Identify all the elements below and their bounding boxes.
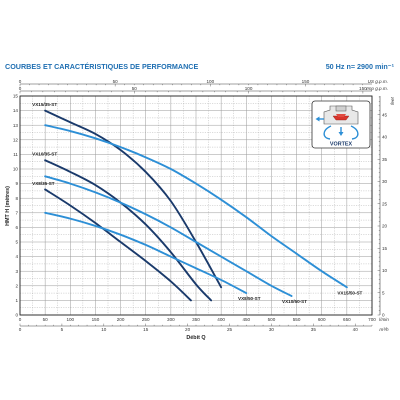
y-tick-label: 11 (13, 152, 18, 157)
y-axis-label: HMT H (mètres) (5, 186, 11, 226)
feet-tick-label: 30 (382, 179, 388, 184)
x-tick-label: 600 (318, 317, 326, 322)
x-tick-label: 150 (92, 317, 100, 322)
y-tick-label: 2 (15, 283, 18, 288)
x-tick-label: 300 (167, 317, 175, 322)
curve-label: VX10/50-ST (282, 299, 307, 304)
x-tick-label: 50 (43, 317, 49, 322)
y-tick-label: 5 (15, 240, 18, 245)
x-tick-label: 250 (142, 317, 150, 322)
y-tick-label: 6 (15, 225, 18, 230)
y-tick-label: 15 (13, 94, 19, 99)
curve-label: VX15/50-ST (337, 290, 362, 295)
y-tick-label: 4 (15, 254, 18, 259)
imp-gpm-unit-label: Imp g.p.m. (366, 86, 388, 91)
y-tick-label: 3 (15, 269, 18, 274)
us-gpm-unit-label: US g.p.m. (368, 79, 388, 84)
m3h-tick-label: 5 (61, 327, 64, 332)
us-gpm-tick-label: 50 (113, 79, 119, 84)
curve-vx8-35-st (44, 188, 192, 302)
imp-gpm-tick-label: 100 (245, 86, 253, 91)
y-tick-label: 9 (15, 181, 18, 186)
imp-gpm-tick-label: 50 (132, 86, 138, 91)
y-tick-label: 10 (13, 167, 19, 172)
y-tick-label: 8 (15, 196, 18, 201)
y-tick-label: 7 (15, 210, 18, 215)
feet-tick-label: 15 (382, 246, 388, 251)
m3h-tick-label: 35 (311, 327, 317, 332)
vortex-impeller-icon (315, 105, 359, 140)
y-tick-label: 0 (15, 313, 18, 318)
feet-unit-label: feet (390, 96, 395, 104)
x-tick-label: 550 (293, 317, 301, 322)
x-unit-label: l/min (379, 317, 389, 322)
feet-tick-label: 10 (382, 268, 388, 273)
x-tick-label: 500 (268, 317, 276, 322)
y-tick-label: 14 (13, 108, 19, 113)
m3h-unit-label: m³/h (379, 327, 389, 332)
curve-label: VX10/35-ST (32, 152, 57, 157)
frequency-speed-label: 50 Hz n= 2900 min⁻¹ (325, 62, 394, 71)
pump-inset: VORTEX (311, 100, 371, 149)
feet-tick-label: 25 (382, 201, 388, 206)
feet-tick-label: 5 (382, 290, 385, 295)
feet-tick-label: 45 (382, 112, 388, 117)
curve-vx10-50-st (44, 175, 293, 297)
right-head-axis: 0 5 10 15 20 25 30 35 40 45 feet (377, 96, 395, 318)
feet-tick-label: 20 (382, 224, 388, 229)
x-tick-label: 200 (117, 317, 125, 322)
m3h-tick-label: 30 (269, 327, 275, 332)
curve-vx15-50-st (44, 124, 348, 289)
x-axis-label: Débit Q (186, 335, 205, 341)
curve-label: VX8/35-ST (32, 181, 55, 186)
feet-tick-label: 40 (382, 135, 388, 140)
feet-tick-label: 35 (382, 157, 388, 162)
y-tick-label: 12 (13, 137, 19, 142)
curve-label: VX15/35-ST (32, 102, 57, 107)
feet-tick-label: 0 (382, 313, 385, 318)
y-tick-label: 13 (13, 123, 19, 128)
bottom-flow-axes: 0 50 100 150 200 250 300 350 400 450 500 550 600 650 7… (19, 317, 390, 332)
us-gpm-tick-label: 100 (206, 79, 214, 84)
curve-vx10-35-st (44, 159, 213, 302)
m3h-tick-label: 25 (227, 327, 233, 332)
curve-vx8-50-st (44, 211, 248, 295)
m3h-tick-label: 20 (185, 327, 191, 332)
m3h-tick-label: 10 (101, 327, 107, 332)
y-tick-label: 1 (15, 298, 18, 303)
m3h-tick-label: 15 (143, 327, 149, 332)
imp-gpm-tick-label: 0 (19, 86, 22, 91)
inset-label: VORTEX (330, 142, 353, 148)
x-tick-label: 700 (368, 317, 376, 322)
imp-gpm-tick-label: 150 (359, 86, 367, 91)
x-tick-label: 650 (343, 317, 351, 322)
x-tick-label: 400 (217, 317, 225, 322)
curve-vx15-35-st (44, 109, 223, 289)
x-tick-label: 450 (242, 317, 250, 322)
x-tick-label: 100 (66, 317, 74, 322)
page-title: COURBES ET CARACTÉRISTIQUES DE PERFORMAN… (5, 62, 199, 71)
x-tick-label: 0 (19, 317, 22, 322)
x-tick-label: 350 (192, 317, 200, 322)
us-gpm-tick-label: 0 (19, 79, 22, 84)
m3h-tick-label: 40 (353, 327, 359, 332)
m3h-tick-label: 0 (19, 327, 22, 332)
plot-frame (19, 95, 373, 316)
us-gpm-tick-label: 150 (302, 79, 310, 84)
pump-curves: VX15/35-ST VX10/35-ST VX8/35-ST VX15/50-ST V… (32, 102, 362, 304)
curve-label: VX8/50-ST (238, 296, 261, 301)
